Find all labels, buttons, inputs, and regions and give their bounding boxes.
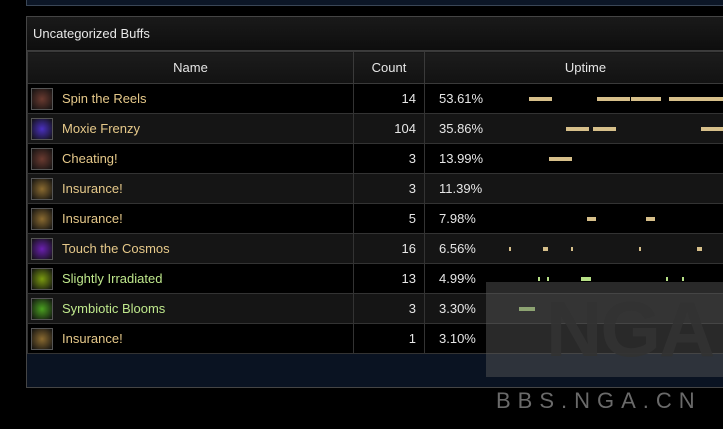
- buff-name[interactable]: Slightly Irradiated: [62, 271, 163, 286]
- buff-name[interactable]: Insurance!: [62, 211, 123, 226]
- uptime-timeline: [493, 187, 723, 191]
- uptime-segment: [593, 127, 616, 131]
- uptime-segment: [597, 97, 631, 101]
- uptime-timeline: [493, 277, 723, 281]
- uptime-segment: [586, 217, 597, 221]
- table-row[interactable]: Slightly Irradiated 13 4.99%: [27, 263, 723, 294]
- buff-count: 13: [353, 263, 425, 294]
- table-row[interactable]: Touch the Cosmos 16 6.56%: [27, 233, 723, 264]
- buff-uptime: 4.99%: [439, 271, 476, 286]
- uptime-segment: [682, 277, 685, 281]
- uptime-segment: [538, 277, 541, 281]
- uptime-segment: [529, 97, 552, 101]
- buffs-table: Name Count Uptime Spin the Reels 14 53.6…: [27, 51, 723, 354]
- column-header-name[interactable]: Name: [27, 51, 354, 84]
- uptime-segment: [546, 277, 549, 281]
- uptime-segment: [570, 247, 573, 251]
- buff-count: 3: [353, 293, 425, 324]
- buff-count: 14: [353, 83, 425, 114]
- uptime-segment: [631, 97, 662, 101]
- table-row[interactable]: Insurance! 3 11.39%: [27, 173, 723, 204]
- buff-name[interactable]: Cheating!: [62, 151, 118, 166]
- table-row[interactable]: Insurance! 1 3.10%: [27, 323, 723, 354]
- buff-uptime: 11.39%: [439, 181, 483, 196]
- top-panel: [26, 0, 723, 6]
- buff-uptime: 7.98%: [439, 211, 476, 226]
- uptime-timeline: [493, 97, 723, 101]
- table-row[interactable]: Symbiotic Blooms 3 3.30%: [27, 293, 723, 324]
- uptime-segment: [542, 247, 548, 251]
- uptime-timeline: [493, 157, 723, 161]
- watermark-logo: NGA: [486, 282, 723, 377]
- touch-the-cosmos-icon[interactable]: [31, 237, 53, 260]
- buff-uptime: 3.30%: [439, 301, 476, 316]
- buff-name[interactable]: Symbiotic Blooms: [62, 301, 166, 316]
- insurance-scroll-icon[interactable]: [31, 327, 53, 350]
- buff-uptime: 3.10%: [439, 331, 476, 346]
- buff-name[interactable]: Spin the Reels: [62, 91, 147, 106]
- uptime-segment: [666, 277, 669, 281]
- buff-uptime: 35.86%: [439, 121, 484, 136]
- uptime-segment: [645, 217, 656, 221]
- uptime-segment: [580, 277, 592, 281]
- uptime-timeline: [493, 217, 723, 221]
- buff-count: 5: [353, 203, 425, 234]
- buffs-panel: Uncategorized Buffs Name Count Uptime Sp…: [26, 16, 723, 388]
- buff-count: 3: [353, 173, 425, 204]
- panel-title: Uncategorized Buffs: [27, 17, 723, 51]
- symbiotic-blooms-icon[interactable]: [31, 297, 53, 320]
- spin-the-reels-icon[interactable]: [31, 87, 53, 110]
- watermark-site: BBS.NGA.CN: [496, 388, 702, 413]
- uptime-segment: [638, 247, 641, 251]
- column-header-count[interactable]: Count: [353, 51, 425, 84]
- uptime-segment: [668, 97, 723, 101]
- table-row[interactable]: Cheating! 3 13.99%: [27, 143, 723, 174]
- uptime-timeline: [493, 247, 723, 251]
- table-row[interactable]: Spin the Reels 14 53.61%: [27, 83, 723, 114]
- uptime-segment: [508, 247, 511, 251]
- buff-count: 1: [353, 323, 425, 354]
- buff-name[interactable]: Touch the Cosmos: [62, 241, 170, 256]
- buff-name[interactable]: Moxie Frenzy: [62, 121, 141, 136]
- insurance-scroll-icon[interactable]: [31, 177, 53, 200]
- uptime-segment: [548, 157, 572, 161]
- buff-name[interactable]: Insurance!: [62, 181, 123, 196]
- buff-count: 104: [353, 113, 425, 144]
- buff-uptime: 13.99%: [439, 151, 484, 166]
- insurance-scroll-icon[interactable]: [31, 207, 53, 230]
- cheating-icon[interactable]: [31, 147, 53, 170]
- buff-count: 16: [353, 233, 425, 264]
- uptime-segment: [696, 247, 702, 251]
- buff-name[interactable]: Insurance!: [62, 331, 123, 346]
- moxie-frenzy-icon[interactable]: [31, 117, 53, 140]
- buff-uptime: 6.56%: [439, 241, 476, 256]
- buff-uptime: 53.61%: [439, 91, 484, 106]
- uptime-timeline: [493, 307, 723, 311]
- uptime-timeline: [493, 127, 723, 131]
- column-header-uptime[interactable]: Uptime: [424, 51, 723, 84]
- table-row[interactable]: Insurance! 5 7.98%: [27, 203, 723, 234]
- buff-count: 3: [353, 143, 425, 174]
- uptime-segment: [700, 127, 723, 131]
- slightly-irradiated-icon[interactable]: [31, 267, 53, 290]
- table-row[interactable]: Moxie Frenzy 104 35.86%: [27, 113, 723, 144]
- uptime-segment: [518, 307, 536, 311]
- uptime-segment: [566, 127, 589, 131]
